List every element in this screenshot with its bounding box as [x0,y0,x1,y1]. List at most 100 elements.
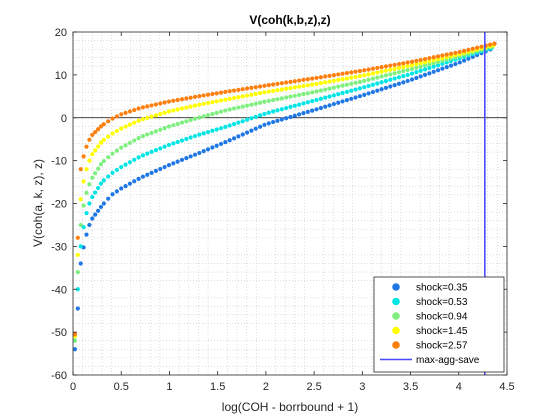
data-point [140,153,146,158]
data-point [218,90,224,95]
data-point [136,176,141,181]
data-point [106,196,111,201]
data-point [310,76,315,81]
data-point [418,74,423,79]
data-point [301,83,306,89]
x-tick-label: 1.5 [210,381,225,393]
data-point [440,53,445,58]
data-point [153,168,159,174]
data-point [314,107,319,112]
data-point [149,130,154,136]
data-point [218,126,224,131]
data-point [192,94,198,100]
data-point [153,148,159,153]
data-point [279,87,284,92]
data-point [418,61,423,66]
data-point [375,75,380,80]
data-point [145,172,150,177]
data-point [175,121,180,126]
x-tick-label: 0.5 [114,381,129,393]
data-point [227,107,232,112]
data-point [357,94,363,99]
data-point [179,106,185,111]
legend-label: shock=0.53 [416,297,468,308]
data-point [192,152,198,157]
data-point [453,50,458,55]
data-point [340,90,345,96]
data-point [344,82,349,87]
data-point [205,147,211,152]
data-point [110,151,115,156]
data-point [275,81,280,86]
data-point [258,91,263,96]
data-point [275,97,280,102]
data-point [158,127,163,132]
data-point [240,94,245,99]
data-point [336,92,341,97]
data-point [375,70,380,75]
data-point [171,161,176,166]
data-point [236,87,241,92]
data-point [266,89,271,94]
data-point [327,86,332,91]
data-point [396,81,402,86]
data-point [362,73,367,78]
data-point [132,107,137,113]
y-axis-label: V(coh(a, k, z), z) [31,159,45,247]
y-tick-label: -60 [51,370,67,382]
data-point [188,104,193,109]
data-point [366,91,371,96]
data-point [90,132,95,137]
data-point [431,55,436,60]
data-point [236,120,241,125]
data-point [370,71,376,76]
data-point [379,69,384,74]
data-point [349,96,354,101]
data-point [375,81,380,86]
data-point [405,63,410,69]
data-point [353,95,358,100]
data-point [240,132,245,137]
data-point [72,338,78,343]
data-point [87,201,92,206]
y-tick-label: 20 [55,27,67,39]
data-point [140,117,146,122]
data-point [331,101,336,107]
data-point [422,72,428,77]
data-point [288,104,293,109]
data-point [214,91,219,96]
data-point [271,97,276,103]
data-point [435,54,441,59]
data-point [492,41,497,46]
data-point [331,78,336,83]
data-point [214,110,219,115]
y-tick-label: -30 [51,241,67,253]
data-point [253,101,258,106]
data-point [349,88,354,93]
data-point [244,103,250,108]
legend-marker [392,297,400,306]
y-tick-label: -40 [51,284,67,296]
data-point [106,119,111,124]
data-point [292,85,297,90]
data-point [383,85,389,90]
data-point [179,120,185,125]
data-point [327,94,332,99]
data-point [188,154,193,159]
data-point [305,83,310,88]
data-point [401,64,406,70]
data-point [81,154,86,159]
data-point [466,47,471,52]
data-point [414,70,419,75]
data-point [236,95,241,100]
data-point [197,94,202,99]
data-point [171,141,176,146]
data-point [258,84,263,89]
x-tick-label: 4.5 [499,381,514,393]
data-point [475,45,480,50]
data-point [310,90,315,95]
data-point [153,102,159,107]
data-point [392,76,397,81]
